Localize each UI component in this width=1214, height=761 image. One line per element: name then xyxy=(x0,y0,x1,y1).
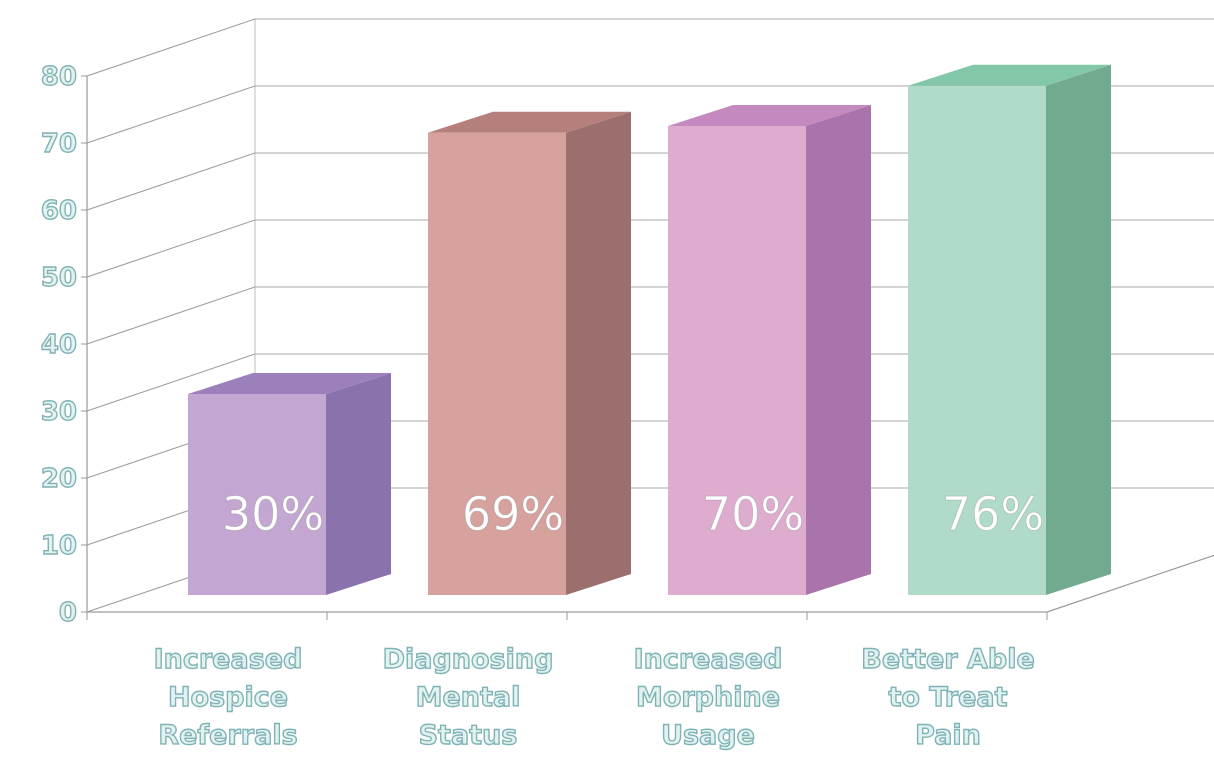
bar-front xyxy=(188,394,326,595)
gridline-left-40 xyxy=(86,286,256,345)
bar-side xyxy=(566,111,631,595)
gridline-left-60 xyxy=(86,152,256,211)
bar-top xyxy=(908,64,1111,86)
y-tick-label: 10 xyxy=(41,531,77,561)
x-category-label: Increased Morphine Usage xyxy=(634,644,783,751)
floor-right-edge xyxy=(1046,554,1214,613)
bar-top xyxy=(188,373,391,394)
data-labels: 30% 69% 70% 76% xyxy=(221,487,1044,542)
bar xyxy=(908,64,1111,596)
x-category-label-line: Better Able xyxy=(861,644,1035,675)
x-category-label-line: Usage xyxy=(661,720,755,751)
x-category-label-line: Status xyxy=(419,720,518,751)
x-category-label: Increased Hospice Referrals xyxy=(154,644,303,751)
gridline-left-30 xyxy=(86,353,256,412)
bar-front xyxy=(908,85,1046,596)
data-label: 30% xyxy=(222,487,324,541)
x-category-label-line: to Treat xyxy=(888,682,1007,713)
data-label: 69% xyxy=(462,487,564,541)
bar-front xyxy=(428,132,566,595)
gridline-left-50 xyxy=(86,219,256,278)
x-category-label-line: Increased xyxy=(154,644,303,675)
bar xyxy=(668,105,871,595)
y-tick-label: 80 xyxy=(41,62,77,92)
x-category-label-line: Mental xyxy=(416,682,521,713)
bar-side xyxy=(806,105,871,595)
y-tick-label: 30 xyxy=(41,397,77,427)
y-tick-label: 50 xyxy=(41,263,77,293)
x-category-label: Better Able to Treat Pain xyxy=(861,644,1035,751)
gridline-left-70 xyxy=(86,85,256,144)
y-tick-label: 20 xyxy=(41,464,77,494)
bar-top xyxy=(668,105,871,126)
bar-top xyxy=(428,111,631,133)
y-tick-label: 70 xyxy=(41,129,77,159)
bar-front xyxy=(668,126,806,595)
x-category-label: Diagnosing Mental Status xyxy=(383,644,554,751)
x-category-label-line: Pain xyxy=(915,720,981,751)
bars xyxy=(188,64,1111,596)
x-category-label-line: Hospice xyxy=(168,682,288,713)
bar-side xyxy=(326,373,391,595)
bar xyxy=(188,373,391,595)
x-category-label-line: Morphine xyxy=(636,682,780,713)
data-label: 70% xyxy=(702,487,804,541)
y-axis-ticks: 0 10 20 30 40 50 60 70 80 xyxy=(40,61,1048,629)
x-category-label-line: Referrals xyxy=(158,720,297,751)
x-axis-labels: Increased Hospice Referrals Diagnosing Menta… xyxy=(153,643,1036,751)
y-tick-label: 60 xyxy=(41,196,77,226)
bar-side xyxy=(1046,64,1111,596)
x-category-label-line: Increased xyxy=(634,644,783,675)
bar xyxy=(428,111,631,595)
y-tick-label: 0 xyxy=(59,598,77,628)
data-label: 76% xyxy=(942,487,1044,541)
y-tick-label: 40 xyxy=(41,330,77,360)
gridline-left-80 xyxy=(86,18,256,77)
x-category-label-line: Diagnosing xyxy=(383,644,554,675)
